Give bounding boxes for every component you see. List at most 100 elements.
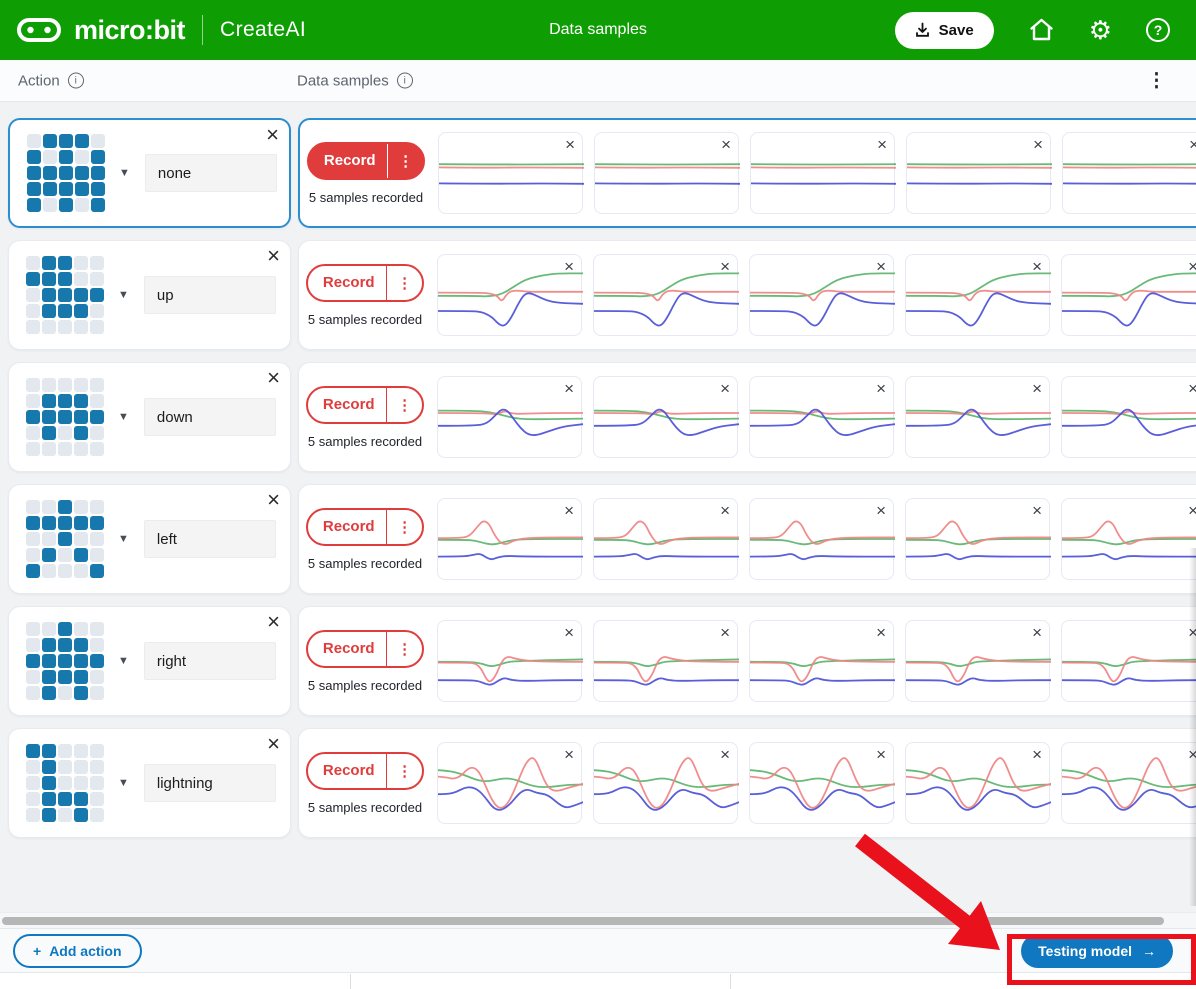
record-button[interactable]: Record ⋮ (305, 263, 425, 302)
accelerometer-waveform (438, 656, 583, 686)
record-button[interactable]: Record ⋮ (305, 385, 425, 424)
waveform-green-line (750, 272, 895, 298)
delete-sample-button[interactable]: × (564, 500, 574, 522)
chevron-down-icon[interactable]: ▼ (118, 655, 129, 667)
record-menu-kebab-icon[interactable]: ⋮ (397, 640, 413, 658)
delete-sample-button[interactable]: × (1032, 256, 1042, 278)
record-menu-kebab-icon[interactable]: ⋮ (397, 274, 413, 292)
led-pattern-button[interactable] (26, 500, 104, 578)
led-cell-on (74, 394, 88, 408)
led-cell-off (90, 792, 104, 806)
delete-sample-button[interactable]: × (1188, 500, 1196, 522)
chevron-down-icon[interactable]: ▼ (119, 167, 130, 179)
data-samples-info-icon[interactable]: i (396, 72, 413, 89)
delete-sample-button[interactable]: × (1032, 622, 1042, 644)
delete-sample-button[interactable]: × (876, 744, 886, 766)
led-pattern-button[interactable] (27, 134, 105, 212)
record-menu-kebab-icon[interactable]: ⋮ (398, 152, 414, 170)
delete-sample-button[interactable]: × (1032, 378, 1042, 400)
sample-chart-card: × (749, 498, 895, 580)
record-section: Record ⋮ 5 samples recorded (299, 385, 431, 449)
record-button[interactable]: Record ⋮ (305, 751, 425, 790)
action-info-icon[interactable]: i (67, 72, 84, 89)
action-name-input[interactable] (143, 764, 276, 802)
led-cell-on (42, 516, 56, 530)
delete-sample-button[interactable]: × (1032, 500, 1042, 522)
led-cell-off (74, 564, 88, 578)
action-name-input[interactable] (143, 398, 276, 436)
chevron-down-icon[interactable]: ▼ (118, 777, 129, 789)
delete-sample-button[interactable]: × (1188, 622, 1196, 644)
action-name-input[interactable] (143, 276, 276, 314)
overflow-menu-button[interactable]: ⋮ (1147, 70, 1166, 91)
waveform-green-line (906, 409, 1051, 421)
delete-sample-button[interactable]: × (1188, 256, 1196, 278)
led-cell-off (26, 792, 40, 806)
horizontal-scrollbar-thumb[interactable] (2, 917, 1164, 925)
record-button[interactable]: Record ⋮ (306, 141, 426, 180)
waveform-red-line (438, 757, 583, 809)
delete-sample-button[interactable]: × (1032, 744, 1042, 766)
delete-action-button[interactable]: × (267, 365, 280, 390)
delete-sample-button[interactable]: × (876, 622, 886, 644)
add-action-label: Add action (49, 942, 122, 959)
delete-sample-button[interactable]: × (1189, 134, 1196, 156)
delete-sample-button[interactable]: × (876, 500, 886, 522)
led-cell-off (43, 150, 57, 164)
record-menu-kebab-icon[interactable]: ⋮ (397, 518, 413, 536)
led-pattern-button[interactable] (26, 378, 104, 456)
delete-action-button[interactable]: × (267, 609, 280, 634)
delete-sample-button[interactable]: × (564, 378, 574, 400)
delete-sample-button[interactable]: × (1033, 134, 1043, 156)
waveform-blue-line (594, 408, 739, 436)
action-name-input[interactable] (144, 154, 277, 192)
led-pattern-button[interactable] (26, 622, 104, 700)
brand-wordmark: micro:bit (74, 14, 186, 45)
help-button[interactable]: ? (1146, 18, 1170, 42)
waveform-red-line (594, 656, 739, 683)
delete-sample-button[interactable]: × (877, 134, 887, 156)
delete-action-button[interactable]: × (267, 731, 280, 756)
record-button[interactable]: Record ⋮ (305, 507, 425, 546)
add-action-button[interactable]: + Add action (13, 933, 142, 968)
delete-sample-button[interactable]: × (720, 378, 730, 400)
led-pattern-button[interactable] (26, 256, 104, 334)
accelerometer-waveform (1063, 163, 1196, 185)
record-menu-kebab-icon[interactable]: ⋮ (397, 396, 413, 414)
delete-action-button[interactable]: × (267, 487, 280, 512)
samples-card: Record ⋮ 5 samples recorded × × × × × (298, 728, 1196, 838)
delete-sample-button[interactable]: × (721, 134, 731, 156)
waveform-green-line (594, 769, 739, 788)
sample-charts: × × × × × (437, 742, 1196, 824)
delete-sample-button[interactable]: × (720, 622, 730, 644)
delete-sample-button[interactable]: × (720, 500, 730, 522)
record-menu-kebab-icon[interactable]: ⋮ (397, 762, 413, 780)
action-name-input[interactable] (143, 642, 276, 680)
delete-sample-button[interactable]: × (564, 256, 574, 278)
waveform-green-line (1062, 409, 1196, 421)
chevron-down-icon[interactable]: ▼ (118, 411, 129, 423)
delete-sample-button[interactable]: × (720, 744, 730, 766)
delete-sample-button[interactable]: × (876, 256, 886, 278)
delete-action-button[interactable]: × (266, 122, 279, 147)
led-cell-on (58, 654, 72, 668)
delete-sample-button[interactable]: × (1188, 378, 1196, 400)
delete-sample-button[interactable]: × (876, 378, 886, 400)
horizontal-scrollbar-track[interactable] (0, 912, 1196, 928)
delete-action-button[interactable]: × (267, 243, 280, 268)
chevron-down-icon[interactable]: ▼ (118, 533, 129, 545)
home-button[interactable] (1028, 17, 1055, 43)
delete-sample-button[interactable]: × (720, 256, 730, 278)
save-button[interactable]: Save (894, 11, 994, 49)
sample-chart-card: × (905, 376, 1051, 458)
action-name-input[interactable] (143, 520, 276, 558)
record-button[interactable]: Record ⋮ (305, 629, 425, 668)
testing-model-button[interactable]: Testing model → (1021, 933, 1173, 968)
delete-sample-button[interactable]: × (1188, 744, 1196, 766)
delete-sample-button[interactable]: × (565, 134, 575, 156)
delete-sample-button[interactable]: × (564, 622, 574, 644)
delete-sample-button[interactable]: × (564, 744, 574, 766)
settings-button[interactable]: ⚙ (1089, 17, 1112, 43)
led-pattern-button[interactable] (26, 744, 104, 822)
chevron-down-icon[interactable]: ▼ (118, 289, 129, 301)
